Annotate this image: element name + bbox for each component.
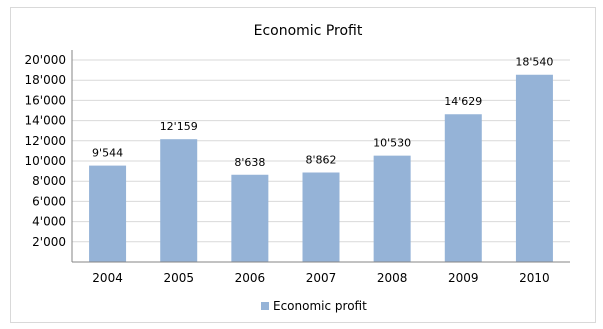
y-tick-label: 16'000 — [25, 93, 66, 107]
y-tick-label: 2'000 — [32, 235, 66, 249]
x-axis: 2004 2005 2006 2007 2008 2009 2010 — [72, 261, 570, 285]
x-tick-label-2010: 2010 — [519, 271, 550, 285]
legend-label: Economic profit — [273, 299, 367, 313]
legend: Economic profit — [261, 299, 367, 313]
gridlines — [72, 59, 570, 243]
y-tick-label: 4'000 — [32, 215, 66, 229]
y-axis: 2'000 4'000 6'000 8'000 10'000 12'000 14'000 16… — [25, 50, 73, 262]
data-label-2007: 8'862 — [305, 153, 336, 166]
bar-2010 — [515, 74, 553, 262]
x-tick-label-2004: 2004 — [92, 271, 123, 285]
bar-2008 — [373, 155, 411, 262]
x-tick-label-2007: 2007 — [306, 271, 337, 285]
legend-swatch — [261, 302, 269, 310]
bar-2006 — [231, 174, 269, 262]
bar-2007 — [302, 172, 340, 262]
data-label-2004: 9'544 — [92, 147, 123, 160]
bar-2005 — [160, 139, 198, 262]
y-tick-label: 10'000 — [25, 154, 66, 168]
bar-series: 9'544 12'159 8'638 8'862 10'530 14'629 18'540 — [89, 56, 553, 262]
y-tick-label: 8'000 — [32, 174, 66, 188]
data-label-2005: 12'159 — [160, 120, 198, 133]
data-label-2009: 14'629 — [444, 95, 482, 108]
y-tick-label: 18'000 — [25, 73, 66, 87]
x-tick-label-2008: 2008 — [377, 271, 408, 285]
y-tick-label: 6'000 — [32, 194, 66, 208]
data-label-2008: 10'530 — [373, 137, 411, 150]
x-tick-label-2009: 2009 — [448, 271, 479, 285]
bar-2009 — [444, 114, 482, 262]
x-tick-label-2006: 2006 — [235, 271, 266, 285]
x-tick-label-2005: 2005 — [163, 271, 194, 285]
data-label-2010: 18'540 — [515, 56, 553, 69]
data-label-2006: 8'638 — [234, 156, 265, 169]
y-tick-label: 20'000 — [25, 53, 66, 67]
chart-title: Economic Profit — [254, 23, 363, 39]
bar-2004 — [89, 165, 127, 262]
y-tick-label: 14'000 — [25, 114, 66, 128]
y-tick-label: 12'000 — [25, 134, 66, 148]
